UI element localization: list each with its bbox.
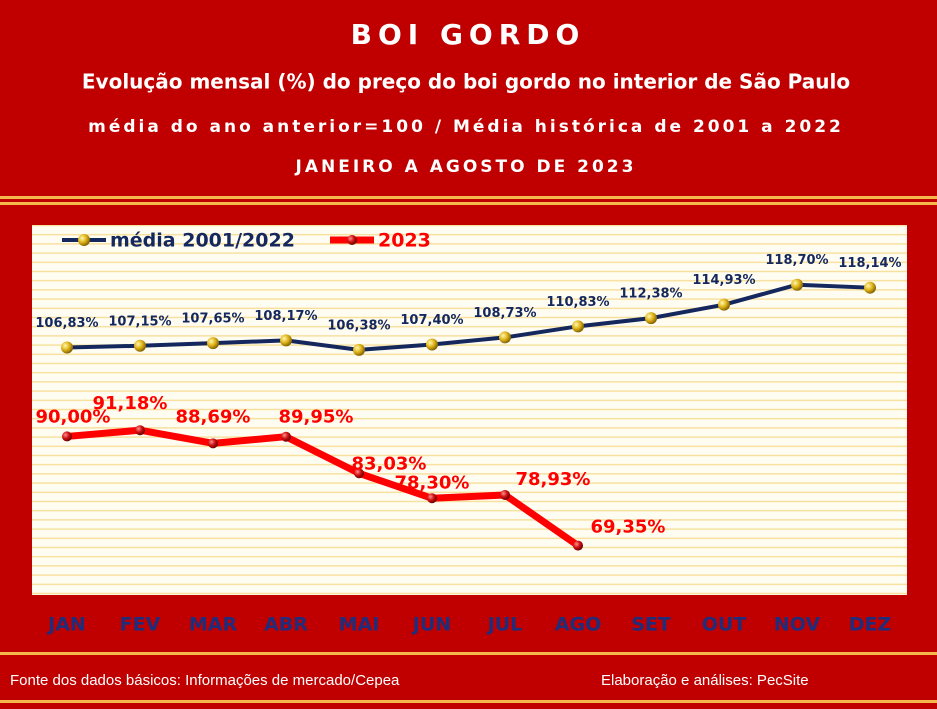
series-line [66, 282, 871, 352]
data-label: 89,95% [279, 407, 354, 428]
marker [207, 337, 219, 350]
stripe [0, 700, 937, 703]
marker [61, 341, 73, 354]
marker [354, 468, 364, 479]
data-label: 107,15% [108, 314, 171, 329]
legend-marker [347, 235, 357, 245]
stripe [0, 202, 937, 205]
data-label: 118,70% [765, 253, 828, 268]
data-label: 83,03% [352, 453, 427, 474]
source: Fonte dos dados básicos: Informações de … [10, 672, 400, 689]
marker [864, 281, 876, 294]
marker [353, 343, 365, 356]
data-label: 90,00% [36, 406, 111, 427]
subtitle: média do ano anterior=100 / Média histór… [88, 117, 844, 137]
legend-label: média 2001/2022 [110, 230, 295, 252]
data-label: 106,83% [35, 316, 98, 331]
marker [500, 489, 510, 500]
legend-marker [78, 234, 90, 246]
data-label: 78,93% [516, 469, 591, 490]
x-tick-label: OUT [702, 614, 747, 636]
marker [135, 425, 145, 436]
plot-area [32, 225, 907, 595]
x-tick-label: AGO [555, 614, 601, 636]
period: JANEIRO A AGOSTO DE 2023 [295, 157, 637, 177]
x-tick-label: ABR [264, 614, 308, 636]
marker [573, 540, 583, 551]
credit: Elaboração e análises: PecSite [601, 672, 809, 689]
x-tick-label: SET [631, 614, 671, 636]
x-tick-label: FEV [120, 614, 161, 636]
data-label: 69,35% [591, 517, 666, 538]
subtitle: Evolução mensal (%) do preço do boi gord… [82, 70, 850, 94]
x-tick-label: JUN [411, 614, 451, 636]
data-label: 110,83% [546, 295, 609, 310]
marker [499, 331, 511, 344]
x-tick-label: MAI [339, 614, 380, 636]
data-label: 78,30% [395, 472, 470, 493]
data-label: 107,65% [181, 312, 244, 327]
stripe [0, 652, 937, 655]
marker [208, 438, 218, 449]
data-label: 88,69% [176, 406, 251, 427]
marker [572, 320, 584, 333]
x-tick-label: MAR [189, 614, 238, 636]
data-label: 114,93% [692, 273, 755, 288]
marker [280, 334, 292, 347]
marker [426, 338, 438, 351]
series-line [66, 426, 580, 549]
marker [134, 339, 146, 352]
data-label: 112,38% [619, 287, 682, 302]
marker [645, 312, 657, 325]
x-tick-label: JAN [46, 614, 86, 636]
legend-label: 2023 [378, 230, 431, 252]
x-tick-label: DEZ [849, 614, 892, 636]
marker [791, 278, 803, 291]
x-tick-label: NOV [774, 614, 821, 636]
stripe [0, 196, 937, 199]
data-label: 108,17% [254, 309, 317, 324]
x-tick-label: JUL [486, 614, 523, 636]
marker [281, 431, 291, 442]
data-label: 108,73% [473, 306, 536, 321]
chart-title: BOI GORDO [351, 18, 586, 51]
data-label: 91,18% [93, 393, 168, 414]
marker [62, 431, 72, 442]
marker [427, 493, 437, 504]
marker [718, 298, 730, 311]
data-label: 106,38% [327, 318, 390, 333]
data-label: 118,14% [838, 256, 901, 271]
data-label: 107,40% [400, 313, 463, 328]
